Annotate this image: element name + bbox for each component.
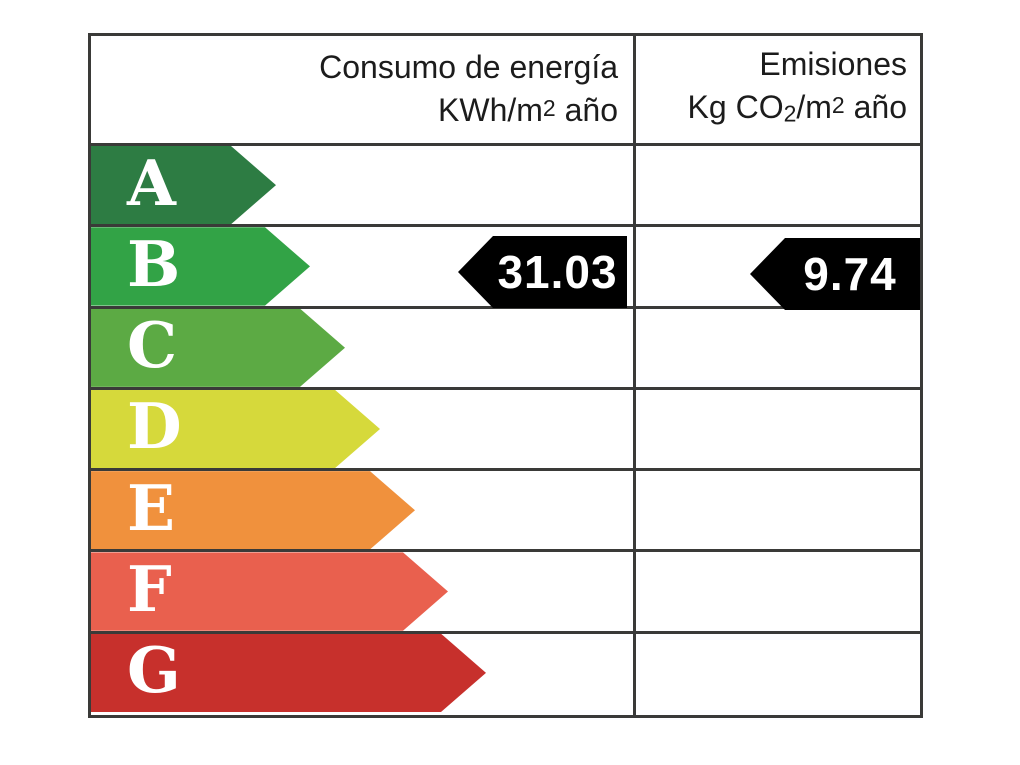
- rating-bar: E: [91, 471, 415, 549]
- rating-row-e: E: [91, 471, 920, 553]
- rating-letter: F: [127, 552, 172, 627]
- rating-row-c: C: [91, 309, 920, 390]
- rating-letter: A: [127, 145, 176, 220]
- rating-row-b: B: [91, 227, 920, 309]
- rating-letter: C: [127, 308, 178, 383]
- rating-letter: D: [127, 389, 182, 464]
- rating-letter: B: [127, 226, 181, 301]
- rating-bar: A: [91, 146, 276, 224]
- consumption-title: Consumo de energía: [319, 49, 618, 86]
- rating-row-f: F: [91, 552, 920, 634]
- emissions-unit: Kg CO2/m2 año: [687, 89, 907, 127]
- rating-bar: C: [91, 309, 345, 387]
- rating-bar: D: [91, 390, 380, 468]
- rating-row-g: G: [91, 634, 920, 712]
- consumption-unit: KWh/m2 año: [438, 92, 618, 129]
- rating-letter: G: [127, 633, 181, 708]
- rating-rows: A B C D E F G: [91, 146, 920, 712]
- consumption-value-arrow: 31.03: [458, 236, 627, 308]
- emissions-value-arrow: 9.74: [750, 238, 920, 310]
- rating-bar: G: [91, 634, 486, 712]
- rating-bar: F: [91, 552, 448, 630]
- emissions-unit-subscript: 2: [783, 100, 797, 127]
- consumption-unit-exponent: 2: [542, 95, 556, 122]
- header-emissions: Emisiones Kg CO2/m2 año: [633, 36, 920, 143]
- table-header: Consumo de energía KWh/m2 año Emisiones …: [91, 36, 920, 146]
- column-divider: [633, 36, 636, 715]
- header-consumption: Consumo de energía KWh/m2 año: [91, 36, 633, 143]
- emissions-title: Emisiones: [759, 46, 907, 83]
- energy-rating-table: Consumo de energía KWh/m2 año Emisiones …: [88, 33, 923, 718]
- consumption-value: 31.03: [497, 246, 618, 298]
- rating-bar: B: [91, 227, 310, 305]
- emissions-value: 9.74: [803, 248, 897, 300]
- emissions-unit-exponent: 2: [831, 92, 845, 119]
- rating-row-a: A: [91, 146, 920, 228]
- rating-row-d: D: [91, 390, 920, 472]
- rating-letter: E: [127, 470, 176, 545]
